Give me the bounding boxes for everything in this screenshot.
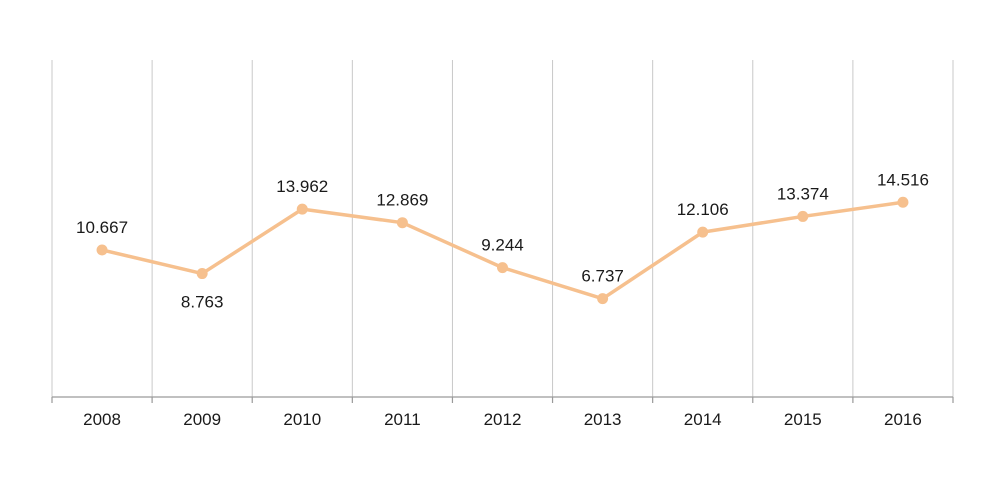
data-point [497,262,508,274]
data-point [897,196,909,208]
x-tick-label: 2011 [384,410,421,429]
data-label: 10.667 [76,218,128,237]
x-tick-label: 2012 [484,410,522,429]
series-layer [96,196,909,305]
data-point [797,210,809,222]
data-label: 8.763 [181,293,224,312]
x-tick-label: 2010 [283,410,321,429]
x-tick-label: 2008 [83,410,121,429]
data-label: 6.737 [581,267,624,286]
data-label: 13.374 [777,184,829,203]
data-label: 9.244 [481,236,524,255]
x-tick-label: 2014 [684,410,722,429]
data-label: 12.869 [376,191,428,210]
data-label: 12.106 [677,200,729,219]
data-point [296,203,308,215]
x-tick-label: 2009 [183,410,221,429]
vertical-gridlines [51,60,954,397]
data-labels: 10.667 8.763 13.962 12.869 9.244 6.737 12.106 1… [76,170,929,311]
data-point [196,268,208,280]
data-point [597,293,609,305]
data-point [96,244,108,256]
x-tick-label: 2013 [584,410,622,429]
data-label: 14.516 [877,170,929,189]
data-label: 13.962 [276,177,328,196]
x-axis: 2008 2009 2010 2011 2012 2013 2014 2015 2016 [51,396,954,429]
data-point [697,226,709,238]
x-tick-label: 2016 [884,410,922,429]
data-point [396,217,408,229]
x-tick-label: 2015 [784,410,822,429]
